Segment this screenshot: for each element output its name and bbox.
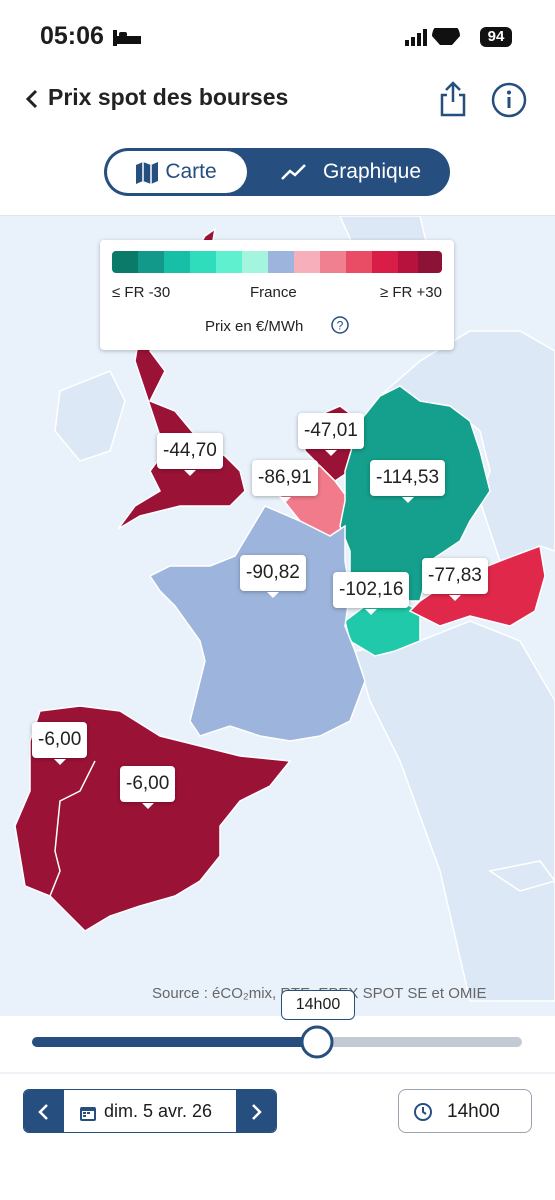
date-picker: dim. 5 avr. 26 (23, 1089, 277, 1133)
battery: 94 (480, 27, 512, 47)
chart-icon (281, 164, 306, 180)
legend-swatch (216, 251, 242, 273)
slider-value: 14h00 (281, 990, 355, 1020)
legend-max: ≥ FR +30 (379, 284, 442, 301)
price-label: -6,00 (120, 766, 176, 809)
price-label: -44,70 (157, 433, 223, 476)
controls: dim. 5 avr. 26 14h00 (0, 1015, 555, 1200)
legend-swatch (268, 251, 294, 273)
germany (339, 385, 491, 607)
share-button[interactable] (438, 80, 468, 118)
next-day[interactable] (236, 1090, 276, 1132)
help-icon[interactable]: ? (330, 315, 350, 335)
date-label: dim. 5 avr. 26 (104, 1101, 213, 1121)
ireland (54, 370, 126, 462)
legend-mid: France (250, 284, 297, 301)
portugal-border (49, 760, 96, 897)
tab-switch: Carte Graphique (104, 148, 450, 196)
signal-wifi (405, 28, 460, 46)
legend-swatch (320, 251, 346, 273)
prev-day[interactable] (24, 1090, 64, 1132)
legend-swatch (294, 251, 320, 273)
tab-label: Carte (165, 160, 217, 183)
price-label: -77,83 (422, 558, 488, 601)
time-picker[interactable]: 14h00 (398, 1089, 532, 1133)
price-label: -102,16 (333, 572, 410, 615)
legend-swatch (372, 251, 398, 273)
legend-unit: Prix en €/MWh (205, 318, 304, 335)
legend-swatch (138, 251, 164, 273)
price-label: -86,91 (252, 460, 318, 503)
prev-arrow (38, 1104, 48, 1120)
tab-chart[interactable]: Graphique (264, 151, 444, 193)
status-time: 05:06 (40, 22, 104, 50)
time-label: 14h00 (447, 1101, 500, 1122)
map-icon (136, 162, 158, 184)
page-title: Prix spot des bourses (48, 84, 289, 110)
next-arrow (252, 1104, 262, 1120)
legend-min: ≤ FR -30 (112, 284, 171, 301)
sleep-icon (113, 30, 141, 46)
price-label: -114,53 (370, 460, 446, 503)
back-button[interactable] (24, 88, 40, 110)
italy-balkans (354, 620, 555, 1002)
legend-swatch (346, 251, 372, 273)
price-label: -90,82 (240, 555, 306, 598)
island (488, 860, 555, 892)
info-button[interactable] (490, 81, 528, 119)
legend: ≤ FR -30 France ≥ FR +30 Prix en €/MWh ? (100, 240, 454, 350)
svg-text:?: ? (337, 319, 344, 333)
calendar-icon (80, 1107, 96, 1121)
price-label: -47,01 (298, 413, 364, 456)
price-label: -6,00 (32, 722, 88, 765)
tab-map[interactable]: Carte (107, 151, 247, 193)
iberia (14, 705, 292, 932)
legend-swatch (242, 251, 268, 273)
france (148, 505, 366, 742)
legend-swatch (398, 251, 424, 273)
legend-swatch (112, 251, 138, 273)
legend-swatch (164, 251, 190, 273)
slider[interactable] (0, 1015, 555, 1200)
legend-swatch (190, 251, 216, 273)
clock-icon (414, 1103, 432, 1121)
tab-label: Graphique (322, 160, 422, 183)
legend-swatch (418, 251, 442, 273)
